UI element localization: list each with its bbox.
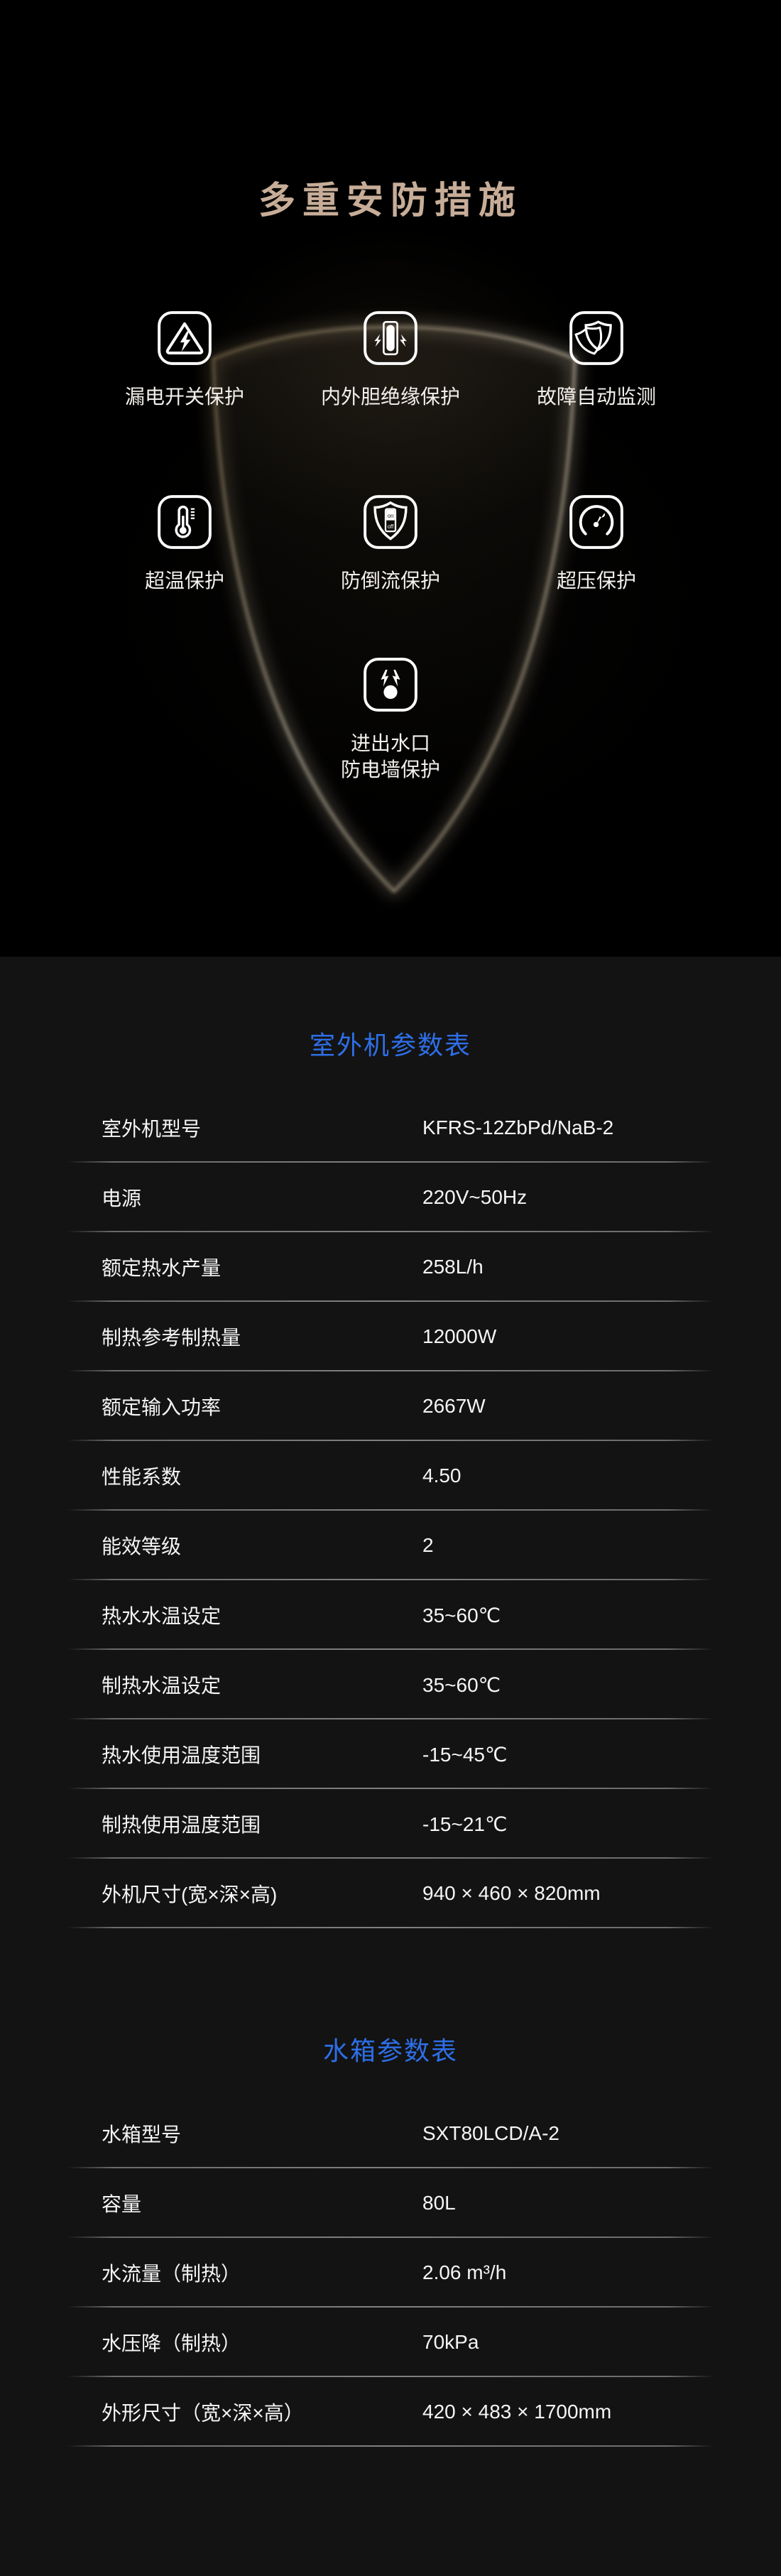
spec-label: 制热水温设定 (102, 1675, 222, 1697)
safety-hero-section: 多重安防措施 漏电开关保护 内外胆绝缘保护 故障自动监测 (0, 0, 781, 957)
spec-value: 258L/h (422, 1256, 484, 1278)
spec-label: 外形尺寸（宽×深×高） (102, 2402, 304, 2424)
spec-value: 940 × 460 × 820mm (422, 1882, 601, 1904)
table-row: 水流量（制热） 2.06 m³/h (67, 2238, 714, 2308)
feature-label: 超温保护 (144, 570, 224, 592)
table-row: 额定热水产量 258L/h (67, 1232, 714, 1302)
feature-leakage-protection: 漏电开关保护 (78, 308, 291, 410)
feature-label: 进出水口 防电墙保护 (341, 730, 440, 783)
backflow-switch-icon: on off (364, 495, 417, 549)
anti-electric-wall-icon (364, 658, 417, 712)
feature-label-line2: 防电墙保护 (340, 759, 440, 781)
spec-label: 外机尺寸(宽×深×高) (102, 1884, 278, 1906)
spec-label: 制热使用温度范围 (102, 1814, 261, 1836)
spec-value: 2667W (422, 1395, 486, 1417)
feature-label: 内外胆绝缘保护 (320, 386, 460, 408)
switch-on-text: on (388, 513, 394, 519)
spec-value: 35~60℃ (422, 1673, 501, 1696)
spec-value: 2 (422, 1534, 434, 1556)
spec-label: 热水水温设定 (102, 1605, 222, 1627)
feature-anti-backflow: on off 防倒流保护 (284, 492, 497, 594)
tank-spec-table: 水箱型号 SXT80LCD/A-2 容量 80L 水流量（制热） 2.06 m³… (67, 2099, 714, 2447)
spec-label: 制热参考制热量 (102, 1327, 241, 1349)
table-row: 水箱型号 SXT80LCD/A-2 (67, 2099, 714, 2168)
spec-section: 室外机参数表 室外机型号 KFRS-12ZbPd/NaB-2 电源 220V~5… (0, 957, 781, 2576)
table-row: 电源 220V~50Hz (67, 1163, 714, 1232)
table-row: 制热水温设定 35~60℃ (67, 1650, 714, 1719)
table-row: 水压降（制热） 70kPa (67, 2308, 714, 2377)
spec-value: 4.50 (422, 1464, 462, 1487)
spec-value: KFRS-12ZbPd/NaB-2 (422, 1116, 614, 1138)
leakage-warning-icon (158, 311, 212, 365)
spec-label: 水流量（制热） (102, 2263, 241, 2285)
feature-label-line1: 进出水口 (350, 732, 430, 754)
feature-anti-electric-wall: 进出水口 防电墙保护 (284, 655, 497, 783)
spec-value: 80L (422, 2192, 456, 2214)
spec-label: 能效等级 (102, 1536, 182, 1558)
hero-title: 多重安防措施 (258, 180, 523, 222)
pressure-gauge-icon (569, 495, 623, 549)
table-row: 热水使用温度范围 -15~45℃ (67, 1719, 714, 1789)
switch-off-text: off (388, 523, 394, 530)
spec-label: 额定热水产量 (102, 1257, 222, 1279)
table-row: 热水水温设定 35~60℃ (67, 1580, 714, 1650)
spec-value: 2.06 m³/h (422, 2261, 507, 2283)
feature-over-temperature: 超温保护 (78, 492, 291, 594)
spec-value: -15~21℃ (422, 1813, 508, 1835)
spec-label: 额定输入功率 (102, 1396, 222, 1418)
feature-label: 超压保护 (556, 570, 636, 592)
double-shield-icon (569, 311, 623, 365)
spec-value: 12000W (422, 1325, 497, 1347)
spec-label: 容量 (102, 2193, 142, 2215)
feature-label: 故障自动监测 (536, 386, 656, 408)
outdoor-spec-table: 室外机型号 KFRS-12ZbPd/NaB-2 电源 220V~50Hz 额定热… (67, 1093, 714, 1928)
outdoor-table-title: 室外机参数表 (309, 1031, 471, 1060)
table-row: 能效等级 2 (67, 1511, 714, 1580)
feature-fault-monitoring: 故障自动监测 (490, 308, 703, 410)
shield-glow-graphic (209, 322, 579, 897)
feature-label: 漏电开关保护 (124, 386, 244, 408)
table-row: 性能系数 4.50 (67, 1441, 714, 1511)
thermometer-icon (158, 495, 212, 549)
spec-label: 热水使用温度范围 (102, 1744, 261, 1766)
feature-tank-insulation: 内外胆绝缘保护 (284, 308, 497, 410)
table-row: 外机尺寸(宽×深×高) 940 × 460 × 820mm (67, 1859, 714, 1928)
spec-label: 水箱型号 (102, 2124, 182, 2146)
spec-value: 70kPa (422, 2331, 479, 2353)
feature-over-pressure: 超压保护 (490, 492, 703, 594)
spec-value: SXT80LCD/A-2 (422, 2122, 559, 2144)
spec-label: 性能系数 (102, 1466, 182, 1488)
feature-label: 防倒流保护 (340, 570, 440, 592)
table-row: 制热使用温度范围 -15~21℃ (67, 1789, 714, 1859)
tank-table-title: 水箱参数表 (322, 2036, 458, 2065)
table-row: 室外机型号 KFRS-12ZbPd/NaB-2 (67, 1093, 714, 1163)
table-row: 制热参考制热量 12000W (67, 1302, 714, 1371)
spec-value: 35~60℃ (422, 1604, 501, 1626)
spec-value: 420 × 483 × 1700mm (422, 2401, 612, 2423)
tank-insulation-icon (364, 311, 417, 365)
table-row: 外形尺寸（宽×深×高） 420 × 483 × 1700mm (67, 2377, 714, 2447)
spec-label: 水压降（制热） (102, 2332, 241, 2354)
table-row: 额定输入功率 2667W (67, 1371, 714, 1441)
spec-value: 220V~50Hz (422, 1186, 528, 1208)
spec-label: 电源 (102, 1188, 142, 1210)
spec-value: -15~45℃ (422, 1743, 508, 1766)
spec-label: 室外机型号 (102, 1118, 202, 1140)
table-row: 容量 80L (67, 2168, 714, 2238)
